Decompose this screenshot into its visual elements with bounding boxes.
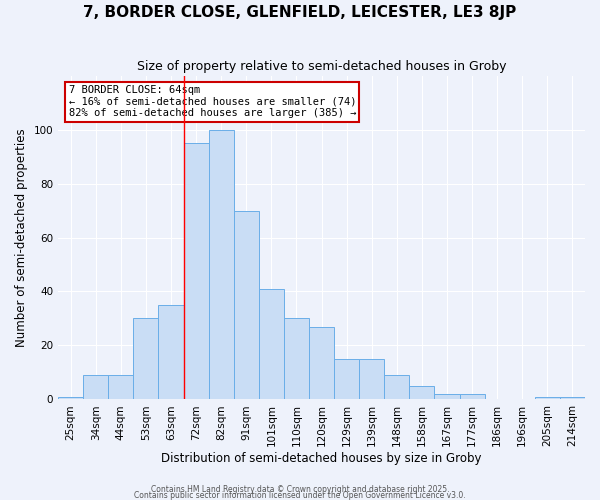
Bar (460, 394, 485, 400)
Text: Contains HM Land Registry data © Crown copyright and database right 2025.: Contains HM Land Registry data © Crown c… (151, 486, 449, 494)
Title: Size of property relative to semi-detached houses in Groby: Size of property relative to semi-detach… (137, 60, 506, 73)
Bar (233, 210, 259, 400)
Bar (359, 359, 384, 400)
Bar (209, 130, 233, 400)
Bar (384, 375, 409, 400)
Bar (560, 397, 585, 400)
Bar (158, 305, 184, 400)
Bar (133, 318, 158, 400)
Bar (83, 375, 108, 400)
Bar (309, 326, 334, 400)
Bar (434, 394, 460, 400)
Bar (284, 318, 309, 400)
Text: 7 BORDER CLOSE: 64sqm
← 16% of semi-detached houses are smaller (74)
82% of semi: 7 BORDER CLOSE: 64sqm ← 16% of semi-deta… (68, 86, 356, 118)
X-axis label: Distribution of semi-detached houses by size in Groby: Distribution of semi-detached houses by … (161, 452, 482, 465)
Bar (184, 143, 209, 400)
Bar (409, 386, 434, 400)
Bar (58, 397, 83, 400)
Text: 7, BORDER CLOSE, GLENFIELD, LEICESTER, LE3 8JP: 7, BORDER CLOSE, GLENFIELD, LEICESTER, L… (83, 5, 517, 20)
Bar (535, 397, 560, 400)
Y-axis label: Number of semi-detached properties: Number of semi-detached properties (15, 128, 28, 347)
Text: Contains public sector information licensed under the Open Government Licence v3: Contains public sector information licen… (134, 492, 466, 500)
Bar (108, 375, 133, 400)
Bar (334, 359, 359, 400)
Bar (259, 289, 284, 400)
